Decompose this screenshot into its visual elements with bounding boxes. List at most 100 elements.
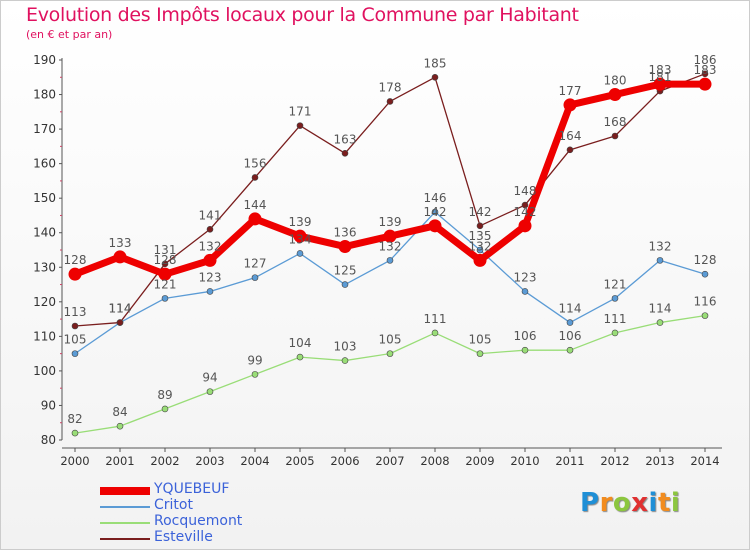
data-label-yquebeuf: 142	[514, 205, 537, 219]
chart-title: Evolution des Impôts locaux pour la Comm…	[26, 4, 579, 26]
logo-letter: o	[612, 488, 632, 518]
data-point-yquebeuf	[338, 240, 352, 254]
y-tick-label: 170	[33, 122, 56, 136]
x-tick-label: 2009	[465, 454, 494, 468]
legend-item-yquebeuf: YQUEBEUF	[100, 481, 320, 499]
data-label-rocquemont: 84	[112, 405, 127, 419]
data-point-critot	[521, 288, 529, 295]
y-tick-label: 100	[33, 364, 56, 378]
data-point-critot	[71, 350, 79, 357]
proxiti-logo: Proxiti	[580, 488, 680, 518]
data-label-yquebeuf: 132	[199, 239, 222, 253]
data-label-rocquemont: 106	[514, 329, 537, 343]
data-point-yquebeuf	[428, 219, 442, 233]
data-label-rocquemont: 111	[424, 312, 447, 326]
y-tick-label: 130	[33, 260, 56, 274]
data-point-yquebeuf	[653, 77, 667, 91]
x-tick-label: 2001	[105, 454, 134, 468]
data-label-esteville: 168	[604, 115, 627, 129]
legend-swatch	[100, 538, 150, 540]
x-tick-label: 2008	[420, 454, 449, 468]
x-tick-label: 2010	[510, 454, 539, 468]
data-label-rocquemont: 99	[247, 353, 262, 367]
data-point-critot	[296, 250, 304, 257]
data-point-esteville	[296, 122, 304, 129]
data-point-critot	[476, 246, 484, 254]
data-label-rocquemont: 116	[694, 295, 717, 309]
y-tick-label: 110	[33, 329, 56, 343]
data-point-rocquemont	[296, 353, 304, 361]
line-chart: 80 90 100 110 120 130 140 150 160 170 180 190 2000 20…	[33, 53, 722, 468]
data-point-rocquemont	[206, 388, 214, 395]
data-point-rocquemont	[251, 371, 259, 378]
data-point-critot	[611, 295, 619, 302]
legend-swatch	[100, 487, 150, 495]
logo-letter: r	[599, 488, 613, 518]
data-label-yquebeuf: 177	[559, 84, 582, 98]
logo-letter: x	[631, 488, 649, 518]
data-label-rocquemont: 104	[289, 336, 312, 350]
data-point-esteville	[206, 225, 214, 233]
data-point-esteville	[71, 322, 79, 330]
data-label-yquebeuf: 144	[244, 198, 267, 212]
data-label-yquebeuf: 139	[289, 215, 312, 229]
y-tick-label: 80	[41, 433, 56, 447]
data-label-critot: 125	[334, 264, 357, 278]
x-tick-label: 2007	[375, 454, 404, 468]
data-label-yquebeuf: 139	[379, 215, 402, 229]
data-point-rocquemont	[431, 329, 439, 337]
logo-letter: i	[670, 488, 681, 518]
data-label-rocquemont: 111	[604, 312, 627, 326]
data-label-esteville: 181	[649, 70, 672, 84]
data-label-critot: 132	[379, 239, 402, 253]
data-point-esteville	[611, 132, 619, 140]
legend-item-esteville: Esteville	[100, 529, 320, 547]
logo-letter: t	[657, 488, 671, 518]
data-label-esteville: 141	[199, 208, 222, 222]
y-tick-label: 90	[41, 398, 56, 412]
data-label-yquebeuf: 128	[64, 253, 87, 267]
data-point-rocquemont	[701, 312, 709, 319]
data-label-rocquemont: 114	[649, 302, 672, 316]
data-label-yquebeuf: 183	[649, 63, 672, 77]
data-point-rocquemont	[341, 357, 349, 364]
x-tick-label: 2012	[600, 454, 629, 468]
data-point-critot	[656, 257, 664, 264]
data-point-rocquemont	[656, 319, 664, 326]
data-point-esteville	[161, 260, 169, 268]
data-point-rocquemont	[476, 350, 484, 357]
data-label-yquebeuf: 142	[424, 205, 447, 219]
data-label-esteville: 185	[424, 56, 447, 70]
chart-subtitle: (en € et par an)	[26, 28, 113, 41]
data-label-critot: 127	[244, 257, 267, 271]
data-label-critot: 123	[514, 270, 537, 284]
legend-label: Esteville	[154, 529, 213, 545]
data-label-esteville: 114	[109, 302, 132, 316]
data-label-esteville: 156	[244, 156, 267, 170]
x-tick-label: 2011	[555, 454, 584, 468]
data-label-critot: 114	[559, 302, 582, 316]
data-label-yquebeuf: 132	[469, 239, 492, 253]
data-label-rocquemont: 94	[202, 371, 217, 385]
data-label-rocquemont: 105	[469, 333, 492, 347]
legend-label: Critot	[154, 497, 193, 513]
y-tick-label: 180	[33, 88, 56, 102]
data-label-yquebeuf: 136	[334, 226, 357, 240]
data-label-critot: 128	[694, 253, 717, 267]
data-point-esteville	[701, 70, 709, 78]
data-point-critot	[341, 281, 349, 288]
data-label-esteville: 148	[514, 184, 537, 198]
data-label-critot: 114	[109, 302, 132, 316]
data-label-esteville: 163	[334, 132, 357, 146]
data-point-esteville	[476, 222, 484, 230]
data-label-critot: 121	[604, 277, 627, 291]
data-label-yquebeuf: 183	[694, 63, 717, 77]
legend-item-rocquemont: Rocquemont	[100, 513, 320, 531]
y-tick-label: 120	[33, 295, 56, 309]
logo-letter: P	[580, 488, 600, 518]
data-label-rocquemont: 82	[67, 412, 82, 426]
data-label-esteville: 164	[559, 129, 582, 143]
data-point-esteville	[566, 146, 574, 154]
data-point-yquebeuf	[473, 253, 487, 267]
data-point-yquebeuf	[608, 88, 622, 102]
